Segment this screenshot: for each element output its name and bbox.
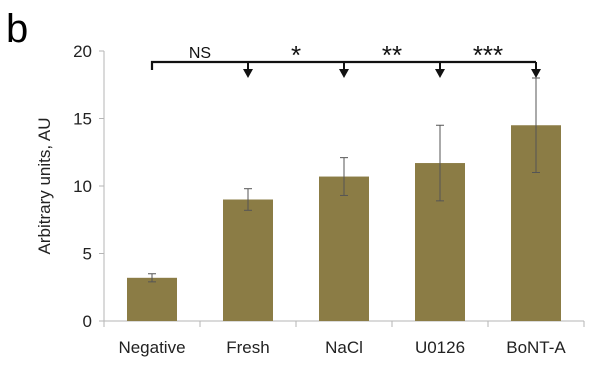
bar xyxy=(319,176,369,321)
y-tick-label: 20 xyxy=(73,42,92,61)
arrow-down-icon xyxy=(243,69,253,78)
x-category-label: Fresh xyxy=(226,338,269,357)
arrow-down-icon xyxy=(531,69,541,78)
y-axis-title: Arbitrary units, AU xyxy=(35,118,54,255)
bar xyxy=(127,277,177,321)
y-tick-label: 10 xyxy=(73,177,92,196)
significance-label: *** xyxy=(473,40,503,70)
significance-label: ** xyxy=(382,40,402,70)
category-labels: Negative Fresh NaCl U0126 BoNT-A xyxy=(118,338,566,357)
x-category-label: BoNT-A xyxy=(506,338,566,357)
arrow-down-icon xyxy=(339,69,349,78)
significance-bracket: NS * ** *** xyxy=(150,40,541,78)
bar-series xyxy=(127,125,561,321)
arrow-down-icon xyxy=(435,69,445,78)
y-tick-label: 15 xyxy=(73,110,92,129)
x-category-label: NaCl xyxy=(325,338,363,357)
x-category-label: U0126 xyxy=(415,338,465,357)
error-bars xyxy=(148,77,540,283)
bracket-line xyxy=(150,60,536,70)
bar xyxy=(223,199,273,321)
x-category-label: Negative xyxy=(118,338,185,357)
significance-label: * xyxy=(291,40,301,70)
significance-label: NS xyxy=(189,45,211,62)
y-tick-label: 0 xyxy=(83,312,92,331)
panel-label: b xyxy=(6,7,28,51)
y-tick-label: 5 xyxy=(83,245,92,264)
chart-axes: 0 5 10 15 20 xyxy=(73,42,585,331)
